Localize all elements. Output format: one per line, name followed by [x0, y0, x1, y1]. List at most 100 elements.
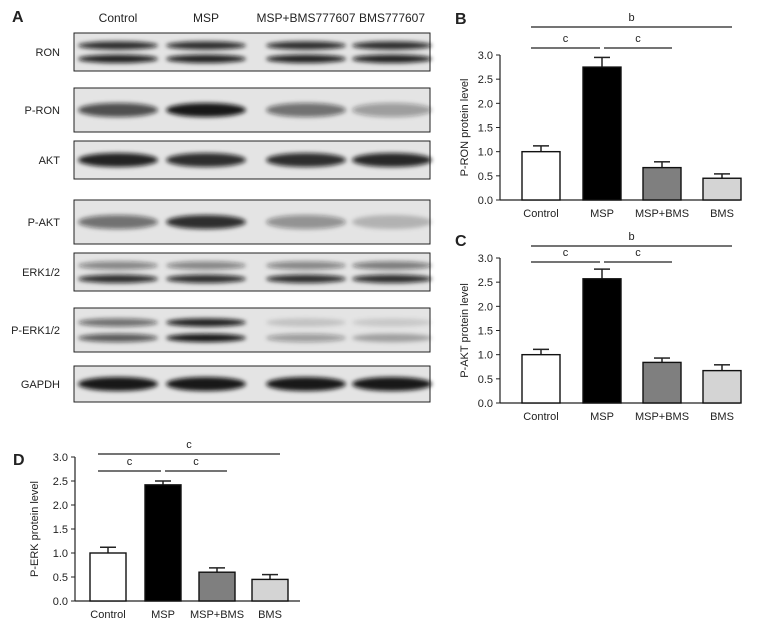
blot-strip-erk1-2: ERK1/2 [22, 252, 432, 292]
y-tick-label: 0.5 [478, 374, 493, 386]
significance-label: c [186, 439, 192, 451]
y-tick-label: 1.0 [478, 350, 493, 362]
blot-label-gapdh: GAPDH [21, 379, 60, 391]
lane-label-msp: MSP [193, 11, 219, 25]
blot-band [166, 41, 246, 50]
y-tick-label: 1.0 [53, 548, 68, 560]
blot-band [266, 333, 346, 343]
y-tick-label: 0.0 [53, 596, 68, 608]
blot-band [78, 215, 158, 229]
blot-band [266, 261, 346, 270]
y-tick-label: 3.0 [478, 253, 493, 265]
blot-strip-p-erk1-2: P-ERK1/2 [11, 307, 432, 353]
bar-control [521, 150, 561, 201]
x-tick-label-control: Control [523, 411, 558, 423]
blot-band [166, 377, 246, 391]
y-tick-label: 2.0 [478, 98, 493, 110]
bar-msp-bms [642, 166, 682, 201]
y-tick-label: 0.5 [53, 572, 68, 584]
chart-panel-b: B 0.0 0.5 1.0 1.5 2.0 2.5 3.0 P-RON protein leve… [455, 11, 742, 220]
blot-band [78, 261, 158, 270]
blot-band [266, 274, 346, 284]
blot-strip-gapdh: GAPDH [21, 365, 432, 403]
significance-label: c [563, 33, 569, 45]
y-tick-label: 0.0 [478, 398, 493, 410]
blot-band [352, 215, 432, 229]
y-tick-label: 2.0 [53, 500, 68, 512]
x-tick-label-msp: MSP [590, 208, 614, 220]
y-tick-label: 0.0 [478, 195, 493, 207]
x-tick-label-msp: MSP [590, 411, 614, 423]
blot-strip-p-akt: P-AKT [28, 199, 432, 245]
blot-band [266, 54, 346, 64]
blot-background [73, 252, 431, 292]
y-tick-label: 3.0 [53, 452, 68, 464]
significance-label: c [563, 247, 569, 259]
blot-band [78, 274, 158, 284]
blot-band [78, 41, 158, 50]
bar-bms [702, 369, 742, 404]
blot-band [166, 318, 246, 327]
blot-band [78, 153, 158, 167]
blot-background [73, 307, 431, 353]
blot-label-p-akt: P-AKT [28, 217, 61, 229]
x-tick-label-bms: BMS [258, 609, 282, 621]
blot-band [166, 215, 246, 229]
blot-band [78, 103, 158, 117]
y-tick-label: 1.5 [478, 326, 493, 338]
blot-band [166, 274, 246, 284]
significance-label: c [127, 456, 133, 468]
blot-label-ron: RON [36, 47, 61, 59]
y-tick-label: 1.5 [53, 524, 68, 536]
blot-strip-akt: AKT [39, 140, 432, 180]
x-tick-label-control: Control [90, 609, 125, 621]
western-blot-panel: A Control MSP MSP+BMS777607 BMS777607 RO… [11, 9, 432, 403]
bar-msp-bms [198, 571, 236, 602]
significance-label: c [635, 247, 641, 259]
blot-band [266, 41, 346, 50]
blot-band [166, 333, 246, 343]
blot-band [266, 215, 346, 229]
blot-strip-p-ron: P-RON [25, 87, 432, 133]
lane-label-bms777607: BMS777607 [359, 11, 425, 25]
y-tick-label: 3.0 [478, 50, 493, 62]
x-tick-label-msp-bms: MSP+BMS [635, 411, 689, 423]
y-axis-label: P-ERK protein level [29, 481, 41, 577]
blot-band [352, 54, 432, 64]
panel-letter-c: C [455, 233, 467, 250]
blot-band [266, 103, 346, 117]
y-tick-label: 2.5 [478, 277, 493, 289]
x-tick-label-bms: BMS [710, 411, 734, 423]
significance-label: b [628, 231, 634, 243]
panel-letter-b: B [455, 11, 467, 28]
x-tick-label-msp-bms: MSP+BMS [190, 609, 244, 621]
blot-band [352, 261, 432, 270]
blot-band [266, 377, 346, 391]
blot-label-p-erk1-2: P-ERK1/2 [11, 325, 60, 337]
chart-panel-c: C 0.0 0.5 1.0 1.5 2.0 2.5 3.0 P-AKT protein leve… [455, 231, 742, 423]
lane-label-control: Control [99, 11, 138, 25]
bar-bms [702, 177, 742, 201]
x-tick-label-control: Control [523, 208, 558, 220]
blot-band [352, 318, 432, 327]
panel-letter-d: D [13, 452, 25, 469]
blot-band [266, 153, 346, 167]
bar-msp [144, 484, 182, 602]
blot-strips: RON P-RON AKT P-AKT ERK1/2 P-ERK1/2 GAPDH [11, 32, 432, 403]
bar-bms [251, 578, 289, 602]
blot-band [352, 153, 432, 167]
significance-label: b [628, 12, 634, 24]
blot-band [266, 318, 346, 327]
bar-control [521, 353, 561, 404]
bar-msp-bms [642, 361, 682, 404]
blot-band [78, 333, 158, 343]
blot-band [166, 103, 246, 117]
significance-label: c [193, 456, 199, 468]
bar-control [89, 552, 127, 602]
blot-label-p-ron: P-RON [25, 105, 61, 117]
blot-strip-ron: RON [36, 32, 432, 72]
blot-band [166, 261, 246, 270]
blot-band [78, 318, 158, 327]
y-tick-label: 1.0 [478, 147, 493, 159]
